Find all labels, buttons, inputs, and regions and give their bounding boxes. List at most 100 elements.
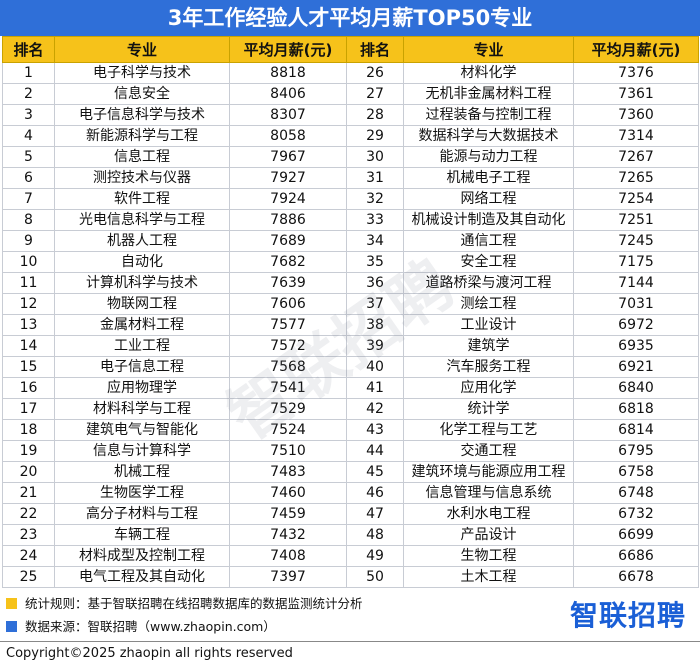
rank: 39: [346, 335, 404, 357]
major: 光电信息科学与工程: [54, 209, 230, 231]
rank: 19: [2, 440, 55, 462]
salary: 7924: [229, 188, 347, 210]
table-row: 7 软件工程 7924 32 网络工程 7254: [2, 188, 699, 210]
salary: 7254: [573, 188, 699, 210]
rank: 3: [2, 104, 55, 126]
rank: 47: [346, 503, 404, 525]
major: 物联网工程: [54, 293, 230, 315]
table-row: 25 电气工程及其自动化 7397 50 土木工程 6678: [2, 566, 699, 588]
table-row: 5 信息工程 7967 30 能源与动力工程 7267: [2, 146, 699, 168]
major: 自动化: [54, 251, 230, 273]
salary: 7886: [229, 209, 347, 231]
major: 新能源科学与工程: [54, 125, 230, 147]
major: 机械电子工程: [403, 167, 574, 189]
major: 工业设计: [403, 314, 574, 336]
rank: 12: [2, 293, 55, 315]
salary: 7524: [229, 419, 347, 441]
table-row: 23 车辆工程 7432 48 产品设计 6699: [2, 524, 699, 546]
rank: 37: [346, 293, 404, 315]
rank: 8: [2, 209, 55, 231]
major: 道路桥梁与渡河工程: [403, 272, 574, 294]
salary: 6840: [573, 377, 699, 399]
rank: 4: [2, 125, 55, 147]
rank: 40: [346, 356, 404, 378]
divider: [0, 641, 700, 642]
column-header: 专业: [54, 36, 230, 63]
salary: 7459: [229, 503, 347, 525]
salary: 8058: [229, 125, 347, 147]
major: 金属材料工程: [54, 314, 230, 336]
major: 建筑电气与智能化: [54, 419, 230, 441]
major: 生物工程: [403, 545, 574, 567]
rank: 50: [346, 566, 404, 588]
salary: 7408: [229, 545, 347, 567]
salary: 6921: [573, 356, 699, 378]
salary: 7510: [229, 440, 347, 462]
salary: 7577: [229, 314, 347, 336]
major: 安全工程: [403, 251, 574, 273]
salary: 6814: [573, 419, 699, 441]
salary: 7144: [573, 272, 699, 294]
major: 生物医学工程: [54, 482, 230, 504]
major: 水利水电工程: [403, 503, 574, 525]
salary: 7541: [229, 377, 347, 399]
salary: 7483: [229, 461, 347, 483]
salary: 7529: [229, 398, 347, 420]
column-header: 平均月薪(元): [229, 36, 347, 63]
salary: 8307: [229, 104, 347, 126]
rank: 10: [2, 251, 55, 273]
salary: 8818: [229, 62, 347, 84]
salary: 6935: [573, 335, 699, 357]
major: 建筑环境与能源应用工程: [403, 461, 574, 483]
table-row: 17 材料科学与工程 7529 42 统计学 6818: [2, 398, 699, 420]
major: 过程装备与控制工程: [403, 104, 574, 126]
table-row: 6 测控技术与仪器 7927 31 机械电子工程 7265: [2, 167, 699, 189]
major: 电子信息工程: [54, 356, 230, 378]
column-header: 排名: [346, 36, 404, 63]
salary: 7606: [229, 293, 347, 315]
major: 网络工程: [403, 188, 574, 210]
major: 机械工程: [54, 461, 230, 483]
salary: 6699: [573, 524, 699, 546]
salary: 7265: [573, 167, 699, 189]
rank: 24: [2, 545, 55, 567]
major: 电气工程及其自动化: [54, 566, 230, 588]
table-row: 3 电子信息科学与技术 8307 28 过程装备与控制工程 7360: [2, 104, 699, 126]
rank: 1: [2, 62, 55, 84]
major: 信息管理与信息系统: [403, 482, 574, 504]
table-row: 18 建筑电气与智能化 7524 43 化学工程与工艺 6814: [2, 419, 699, 441]
major: 高分子材料与工程: [54, 503, 230, 525]
rank: 43: [346, 419, 404, 441]
major: 机器人工程: [54, 230, 230, 252]
salary: 7572: [229, 335, 347, 357]
salary: 6678: [573, 566, 699, 588]
table-row: 2 信息安全 8406 27 无机非金属材料工程 7361: [2, 83, 699, 105]
rank: 31: [346, 167, 404, 189]
salary: 6972: [573, 314, 699, 336]
major: 建筑学: [403, 335, 574, 357]
major: 土木工程: [403, 566, 574, 588]
salary: 7251: [573, 209, 699, 231]
table-row: 21 生物医学工程 7460 46 信息管理与信息系统 6748: [2, 482, 699, 504]
salary: 6686: [573, 545, 699, 567]
rank: 17: [2, 398, 55, 420]
rank: 23: [2, 524, 55, 546]
salary: 7967: [229, 146, 347, 168]
note: 数据来源：智联招聘（www.zhaopin.com）: [6, 619, 276, 635]
rank: 36: [346, 272, 404, 294]
column-header: 专业: [403, 36, 574, 63]
rank: 22: [2, 503, 55, 525]
rank: 34: [346, 230, 404, 252]
major: 信息工程: [54, 146, 230, 168]
rank: 7: [2, 188, 55, 210]
note-marker: [6, 598, 17, 609]
major: 工业工程: [54, 335, 230, 357]
salary: 7460: [229, 482, 347, 504]
salary: 6732: [573, 503, 699, 525]
major: 材料化学: [403, 62, 574, 84]
rank: 14: [2, 335, 55, 357]
table-row: 11 计算机科学与技术 7639 36 道路桥梁与渡河工程 7144: [2, 272, 699, 294]
major: 电子信息科学与技术: [54, 104, 230, 126]
rank: 30: [346, 146, 404, 168]
